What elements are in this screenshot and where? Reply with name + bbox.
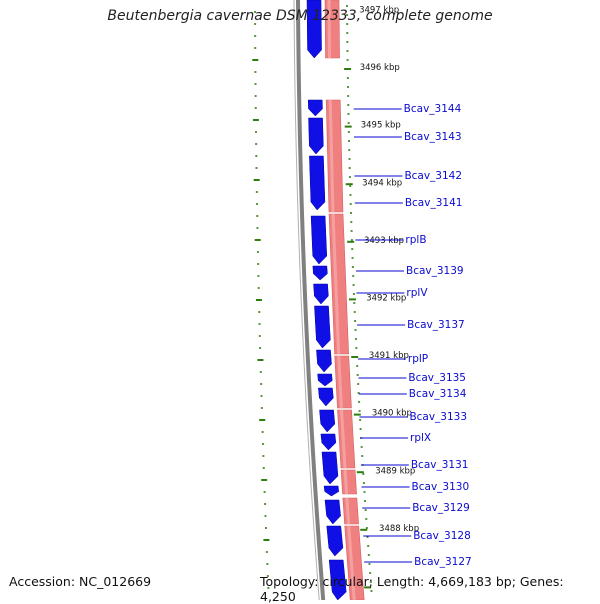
- forward-gene-block: [324, 499, 341, 525]
- gene-label-bcav_3127: Bcav_3127: [414, 556, 472, 568]
- reverse-gene-highlight: [337, 355, 343, 409]
- gene-label-bcav_3129: Bcav_3129: [412, 502, 470, 514]
- forward-gene-block: [309, 155, 326, 211]
- scale-label: 3491 kbp: [369, 351, 409, 361]
- forward-gene-block: [310, 215, 328, 265]
- gene-label-bcav_3139: Bcav_3139: [406, 265, 464, 277]
- reverse-gene-block: [337, 409, 356, 469]
- forward-gene-block: [320, 433, 337, 451]
- gene-label-rplp: rplP: [408, 353, 428, 365]
- backbone-arc: [296, 0, 326, 601]
- gene-label-rplv: rplV: [406, 287, 428, 299]
- scale-label: 3494 kbp: [362, 178, 402, 188]
- gene-label-rplx: rplX: [410, 432, 431, 444]
- forward-gene-block: [328, 559, 347, 601]
- gene-label-bcav_3130: Bcav_3130: [412, 481, 470, 493]
- gene-label-bcav_3137: Bcav_3137: [407, 319, 465, 331]
- scale-label: 3488 kbp: [379, 524, 419, 534]
- gene-label-bcav_3144: Bcav_3144: [404, 103, 462, 115]
- reverse-gene-highlight: [347, 525, 356, 601]
- scale-label: 3497 kbp: [359, 6, 399, 16]
- forward-gene-block: [314, 305, 331, 349]
- forward-gene-block: [319, 409, 336, 433]
- gene-label-bcav_3134: Bcav_3134: [409, 388, 467, 400]
- reverse-gene-highlight: [345, 497, 351, 525]
- accession-text: Accession: NC_012669: [9, 574, 152, 589]
- map-title: Beutenbergia cavernae DSM 12333, complet…: [107, 8, 493, 24]
- reverse-gene-block: [325, 99, 344, 213]
- reverse-gene-highlight: [328, 99, 335, 213]
- scale-label: 3489 kbp: [375, 466, 415, 476]
- forward-gene-block: [318, 387, 334, 407]
- forward-gene-block: [321, 451, 339, 485]
- scale-label: 3493 kbp: [364, 236, 404, 246]
- forward-gene-block: [312, 265, 328, 281]
- gene-label-rplb: rplB: [405, 234, 426, 246]
- forward-gene-block: [326, 525, 344, 557]
- reverse-gene-block: [334, 355, 352, 409]
- forward-gene-block: [316, 349, 332, 373]
- forward-gene-block: [317, 373, 333, 387]
- gene-label-bcav_3128: Bcav_3128: [413, 530, 471, 542]
- gene-label-bcav_3143: Bcav_3143: [404, 131, 462, 143]
- forward-gene-block: [307, 99, 323, 117]
- gene-label-bcav_3133: Bcav_3133: [409, 411, 467, 423]
- reverse-gene-highlight: [327, 0, 332, 59]
- forward-gene-block: [308, 117, 324, 155]
- reverse-gene-highlight: [343, 469, 349, 495]
- scale-label: 3495 kbp: [361, 121, 401, 131]
- forward-gene-block: [306, 0, 322, 59]
- scale-label: 3490 kbp: [372, 409, 412, 419]
- scale-label: 3496 kbp: [360, 63, 400, 73]
- forward-gene-block: [313, 283, 329, 305]
- gene-label-bcav_3142: Bcav_3142: [404, 170, 462, 182]
- reverse-gene-block: [340, 469, 357, 495]
- gene-label-bcav_3141: Bcav_3141: [405, 197, 463, 209]
- scale-label: 3492 kbp: [366, 294, 406, 304]
- reverse-gene-highlight: [340, 409, 347, 469]
- gene-label-bcav_3135: Bcav_3135: [408, 372, 466, 384]
- gene-label-bcav_3131: Bcav_3131: [411, 459, 469, 471]
- forward-gene-block: [323, 485, 340, 497]
- reverse-gene-block: [342, 497, 359, 525]
- reverse-gene-highlight: [331, 213, 341, 355]
- backbone-inner-arc: [293, 0, 320, 601]
